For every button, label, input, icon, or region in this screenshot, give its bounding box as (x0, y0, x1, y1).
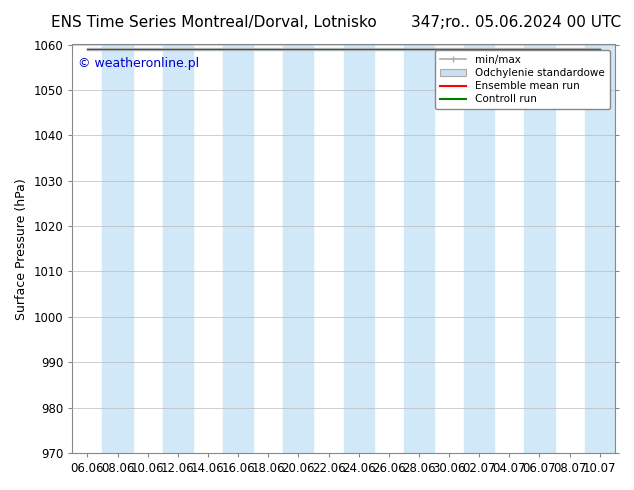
Bar (283, 45, 313, 453)
Text: ENS Time Series Montreal/Dorval, Lotnisko: ENS Time Series Montreal/Dorval, Lotnisk… (51, 15, 377, 30)
Legend: min/max, Odchylenie standardowe, Ensemble mean run, Controll run: min/max, Odchylenie standardowe, Ensembl… (435, 49, 610, 109)
Bar (524, 45, 555, 453)
Bar (344, 45, 373, 453)
Text: © weatheronline.pl: © weatheronline.pl (78, 57, 199, 70)
Bar (404, 45, 434, 453)
Bar (223, 45, 253, 453)
Bar (585, 45, 615, 453)
Y-axis label: Surface Pressure (hPa): Surface Pressure (hPa) (15, 178, 28, 319)
Bar (464, 45, 495, 453)
Bar (163, 45, 193, 453)
Text: 347;ro.. 05.06.2024 00 UTC: 347;ro.. 05.06.2024 00 UTC (411, 15, 621, 30)
Bar (103, 45, 133, 453)
